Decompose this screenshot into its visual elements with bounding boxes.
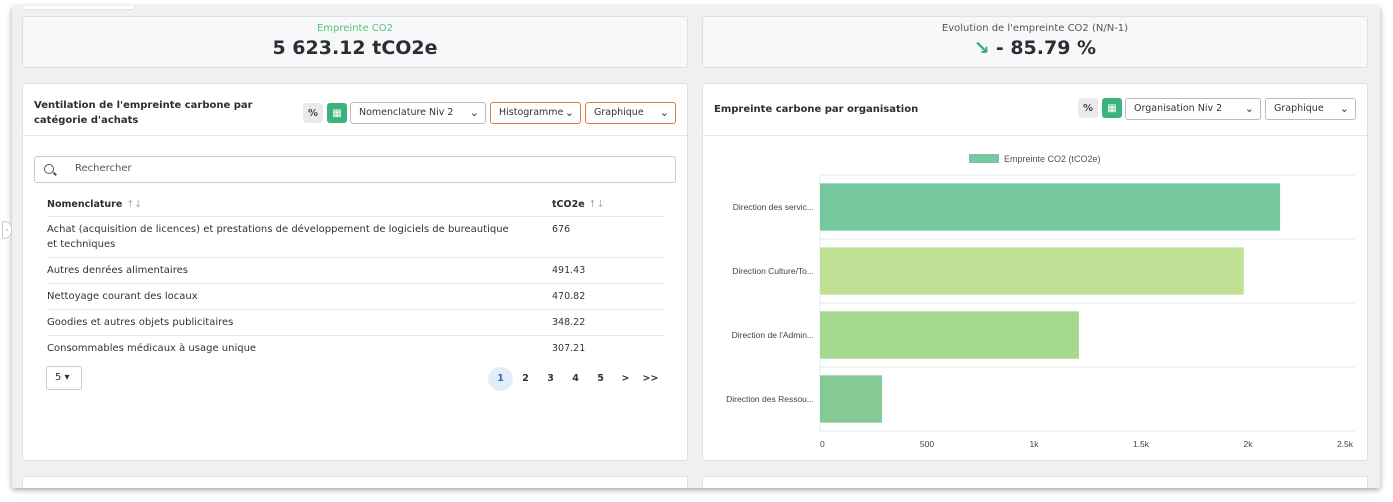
chevron-down-icon: ⌄ [469, 106, 479, 119]
arrow-down-right-icon: ↘ [973, 37, 990, 59]
organisation-bar-chart: Empreinte CO2 (tCO2e) Direction des serv… [726, 154, 1355, 449]
excel-export-button[interactable]: ▦ [327, 103, 347, 123]
legend-label: Empreinte CO2 (tCO2e) [1004, 154, 1101, 164]
panel-header: Empreinte carbone par organisation % ▦ O… [703, 84, 1367, 136]
row-name: Autres denrées alimentaires [47, 256, 552, 283]
y-tick-label: Direction Culture/To... [732, 266, 814, 276]
x-tick-label: 2k [1244, 439, 1254, 449]
panel-title: Empreinte carbone par organisation [714, 104, 919, 115]
percent-toggle-button[interactable]: % [1078, 98, 1098, 118]
organisation-level-value: Organisation Niv 2 [1134, 103, 1223, 114]
page-button-2[interactable]: 2 [522, 373, 529, 384]
y-tick-label: Direction des servic... [733, 202, 814, 212]
co2-evolution-card: Evolution de l'empreinte CO2 (N/N-1) ↘ - … [702, 16, 1368, 68]
chevron-down-icon: ⌄ [564, 106, 574, 119]
page-size-select[interactable]: 5 ▾ [46, 366, 82, 390]
chart-bar[interactable] [820, 311, 1079, 359]
co2-evolution-value: - 85.79 % [995, 37, 1097, 59]
page-button-5[interactable]: 5 [597, 373, 604, 384]
chart-bar[interactable] [820, 247, 1244, 295]
co2-evolution-value-wrap: ↘ - 85.79 % [703, 37, 1367, 59]
chart-x-labels: 0 500 1k 1.5k 2k 2.5k [820, 439, 1354, 449]
sidebar-toggle-handle[interactable]: › [2, 221, 12, 239]
view-mode-select[interactable]: Graphique ⌄ [1265, 98, 1356, 120]
row-name: Nettoyage courant des locaux [47, 282, 552, 309]
panel-header: Ventilation de l'empreinte carbone par c… [23, 84, 687, 136]
chart-y-labels: Direction des servic... Direction Culture… [726, 202, 814, 404]
search-icon [44, 164, 54, 174]
view-mode-select[interactable]: Graphique ⌄ [585, 102, 676, 124]
category-breakdown-panel: Ventilation de l'empreinte carbone par c… [22, 83, 688, 461]
x-tick-label: 0 [820, 439, 825, 449]
row-value: 470.82 [552, 282, 665, 309]
y-tick-label: Direction de l'Admin... [732, 330, 814, 340]
chart-type-select[interactable]: Histogramme ⌄ [490, 102, 581, 124]
x-tick-label: 2.5k [1337, 439, 1354, 449]
table-row[interactable]: Autres denrées alimentaires 491.43 [47, 256, 665, 283]
chevron-down-icon: ⌄ [659, 106, 669, 119]
column-header-nomenclature[interactable]: Nomenclature ↑↓ [47, 199, 143, 211]
page-button-1[interactable]: 1 [488, 367, 513, 391]
y-tick-label: Direction des Ressou... [726, 394, 814, 404]
nomenclature-level-select[interactable]: Nomenclature Niv 2 ⌄ [350, 102, 486, 124]
excel-export-icon: ▦ [1107, 102, 1117, 114]
last-page-button[interactable]: >> [642, 373, 659, 384]
chevron-down-icon: ⌄ [1244, 102, 1254, 115]
table-row[interactable]: Achat (acquisition de licences) et prest… [47, 215, 665, 257]
chart-bar[interactable] [820, 183, 1281, 231]
search-input[interactable]: Rechercher [34, 156, 676, 183]
row-value: 676 [552, 215, 665, 257]
excel-export-icon: ▦ [332, 107, 342, 119]
table-row[interactable]: Nettoyage courant des locaux 470.82 [47, 282, 665, 309]
organisation-level-select[interactable]: Organisation Niv 2 ⌄ [1125, 98, 1261, 120]
co2-footprint-value: 5 623.12 tCO2e [272, 37, 438, 59]
column-header-tco2e[interactable]: tCO2e ↑↓ [552, 199, 605, 211]
category-table: Nomenclature ↑↓ tCO2e ↑↓ Achat (acquisitio… [47, 194, 665, 361]
view-mode-value: Graphique [594, 107, 644, 118]
next-panel-stub [702, 476, 1368, 488]
pagination: 1 2 3 4 5 > >> [488, 367, 663, 391]
organisation-footprint-panel: Empreinte carbone par organisation % ▦ O… [702, 83, 1368, 461]
nomenclature-level-value: Nomenclature Niv 2 [359, 107, 454, 118]
chevron-down-icon: ⌄ [1339, 102, 1349, 115]
percent-toggle-button[interactable]: % [303, 103, 323, 123]
row-value: 307.21 [552, 334, 665, 361]
x-tick-label: 500 [920, 439, 934, 449]
legend-swatch [969, 154, 999, 163]
table-header-row: Nomenclature ↑↓ tCO2e ↑↓ [47, 194, 665, 216]
page-button-3[interactable]: 3 [547, 373, 554, 384]
row-value: 491.43 [552, 256, 665, 283]
co2-footprint-card: Empreinte CO2 5 623.12 tCO2e [22, 16, 688, 68]
sort-icon[interactable]: ↑↓ [588, 199, 605, 211]
top-tab-stub[interactable] [22, 6, 135, 10]
row-value: 348.22 [552, 308, 665, 335]
x-tick-label: 1.5k [1133, 439, 1150, 449]
co2-evolution-label: Evolution de l'empreinte CO2 (N/N-1) [941, 23, 1129, 34]
chart-bar[interactable] [820, 375, 883, 423]
panel-title: Ventilation de l'empreinte carbone par c… [34, 100, 253, 126]
co2-footprint-label: Empreinte CO2 [316, 23, 394, 34]
row-name: Consommables médicaux à usage unique [47, 334, 552, 361]
search-placeholder: Rechercher [75, 163, 132, 174]
table-row[interactable]: Consommables médicaux à usage unique 307… [47, 334, 665, 361]
sort-icon[interactable]: ↑↓ [126, 199, 143, 211]
table-row[interactable]: Goodies et autres objets publicitaires 3… [47, 308, 665, 335]
row-name: Achat (acquisition de licences) et prest… [47, 215, 552, 257]
page-button-4[interactable]: 4 [572, 373, 579, 384]
next-page-button[interactable]: > [621, 373, 630, 384]
row-name: Goodies et autres objets publicitaires [47, 308, 552, 335]
x-tick-label: 1k [1030, 439, 1040, 449]
dashboard-frame: Empreinte CO2 5 623.12 tCO2e Evolution d… [12, 6, 1380, 488]
next-panel-stub [22, 476, 688, 488]
view-mode-value: Graphique [1274, 103, 1324, 114]
chart-type-value: Histogramme [499, 107, 564, 118]
excel-export-button[interactable]: ▦ [1102, 98, 1122, 118]
chart-bars [820, 183, 1281, 423]
